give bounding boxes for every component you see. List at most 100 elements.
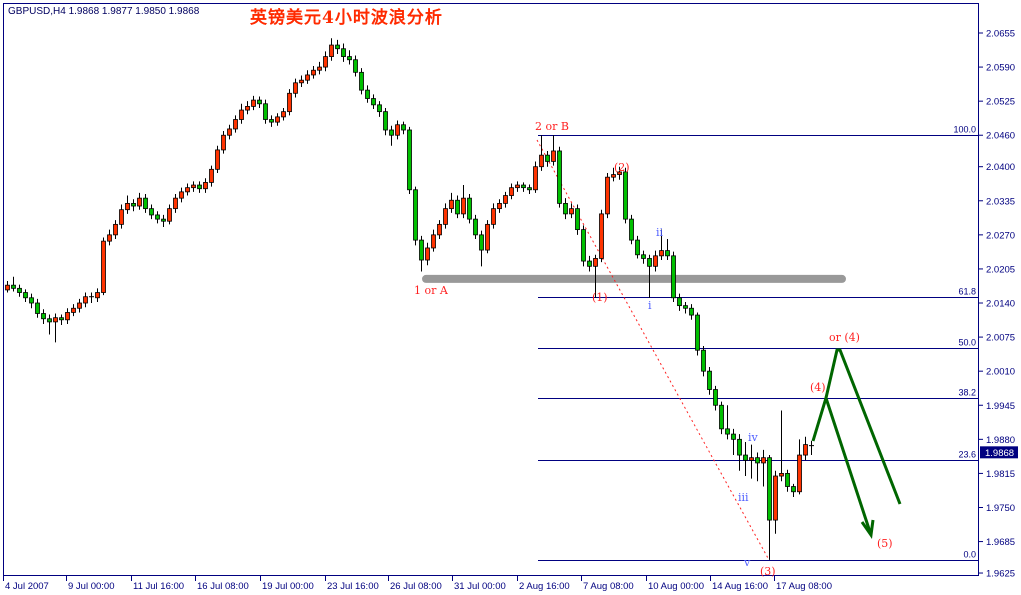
candle <box>323 51 328 72</box>
candle-body <box>743 454 748 461</box>
candle-body <box>317 66 322 71</box>
wave-label-iii: iii <box>738 491 749 504</box>
price-tick-label: 1.9750 <box>986 503 1015 514</box>
candle-body <box>95 292 100 299</box>
candle <box>785 469 790 492</box>
candle <box>359 68 364 95</box>
candle <box>263 99 268 124</box>
candle <box>251 95 256 111</box>
candle-body <box>509 187 514 196</box>
candle-body <box>803 444 808 456</box>
candle <box>761 449 766 487</box>
candle <box>683 301 688 314</box>
candle <box>515 181 520 192</box>
candle <box>677 293 682 311</box>
current-price-tag <box>980 446 1018 459</box>
candle-body <box>479 234 484 251</box>
candle <box>341 43 346 62</box>
candle-body <box>455 199 460 215</box>
candle-body <box>347 56 352 61</box>
candle-body <box>5 284 10 291</box>
candle-body <box>221 134 226 151</box>
candle <box>743 441 748 477</box>
candle-body <box>605 176 610 215</box>
candle <box>317 61 322 75</box>
time-tick-label: 17 Aug 08:00 <box>776 581 832 592</box>
candle <box>647 254 652 298</box>
projection-arrows <box>811 348 902 540</box>
candle <box>275 113 280 126</box>
candle-body <box>779 473 784 477</box>
candle-body <box>515 184 520 189</box>
candle-body <box>65 312 70 321</box>
time-tick-label: 14 Aug 16:00 <box>712 581 768 592</box>
wave-label-iv: iv <box>748 431 759 444</box>
candle <box>659 229 664 261</box>
candle-body <box>155 214 160 220</box>
candle-body <box>167 208 172 222</box>
candle-body <box>491 208 496 225</box>
candle-body <box>503 195 508 204</box>
candle <box>389 125 394 146</box>
trend-line <box>536 139 770 561</box>
candle <box>455 195 460 219</box>
candle-body <box>233 119 238 130</box>
candle <box>131 199 136 212</box>
candle <box>503 191 508 208</box>
time-tick-label: 4 Jul 2007 <box>5 581 49 592</box>
candle <box>197 181 202 193</box>
wave-label-1: (1) <box>592 291 608 304</box>
candle <box>509 183 514 200</box>
time-tick-label: 7 Aug 08:00 <box>583 581 634 592</box>
candle-body <box>641 254 646 259</box>
candle <box>719 401 724 435</box>
chart-title: 英镑美元4小时波浪分析 <box>250 8 443 28</box>
time-tick-label: 19 Jul 00:00 <box>262 581 314 592</box>
candle <box>281 107 286 121</box>
candle <box>407 126 412 194</box>
candle-body <box>683 305 688 309</box>
wave-label-4-alt: or (4) <box>829 331 860 344</box>
candle <box>383 107 388 136</box>
candle-body <box>293 82 298 94</box>
candle-body <box>557 150 562 204</box>
candle-body <box>761 457 766 464</box>
candle-body <box>299 79 304 84</box>
candle-body <box>365 89 370 99</box>
candle-body <box>623 171 628 220</box>
candle-body <box>329 44 334 57</box>
candle <box>539 135 544 171</box>
candle-body <box>77 302 82 309</box>
candle <box>191 181 196 192</box>
candle <box>149 204 154 220</box>
candle-body <box>11 284 16 289</box>
candle <box>377 101 382 117</box>
candle-body <box>701 349 706 372</box>
candle <box>641 250 646 264</box>
candle <box>773 470 778 534</box>
candle-body <box>521 184 526 189</box>
candle <box>521 182 526 192</box>
price-tick-label: 2.0270 <box>986 230 1015 241</box>
fib-level-label: 61.8 <box>958 287 976 297</box>
candle-body <box>755 457 760 464</box>
candle-body <box>497 202 502 210</box>
plot-frame <box>3 3 979 576</box>
candle <box>779 410 784 482</box>
time-axis: 4 Jul 2007 9 Jul 00:00 11 Jul 16:00 16 Jul … <box>3 576 832 592</box>
candle-body <box>677 297 682 307</box>
candle <box>449 192 454 213</box>
candle-body <box>41 313 46 320</box>
projection-path-primary <box>811 393 872 533</box>
candle <box>635 235 640 259</box>
fib-level-label: 38.2 <box>958 388 976 398</box>
candle <box>119 204 124 229</box>
candle <box>83 292 88 308</box>
wave-labels: 2 or B 1 or A (1) (2) i ii iii iv v (3) … <box>414 120 893 578</box>
candle-body <box>323 56 328 68</box>
candle <box>179 187 184 203</box>
candle-body <box>239 109 244 120</box>
price-tick-label: 1.9880 <box>986 435 1015 446</box>
candle <box>77 298 82 313</box>
price-tick-label: 2.0010 <box>986 367 1015 378</box>
